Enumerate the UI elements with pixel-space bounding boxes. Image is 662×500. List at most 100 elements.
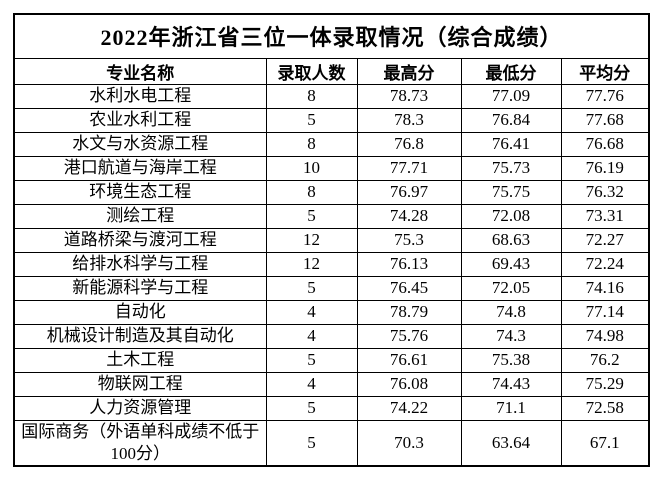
avg-cell: 77.68 xyxy=(560,107,650,133)
header-row: 专业名称 录取人数 最高分 最低分 平均分 xyxy=(13,57,650,85)
major-cell: 人力资源管理 xyxy=(13,395,267,421)
admitted-cell: 4 xyxy=(265,323,358,349)
major-cell: 农业水利工程 xyxy=(13,107,267,133)
admitted-cell: 8 xyxy=(265,83,358,109)
max-cell: 74.22 xyxy=(356,395,462,421)
table-row: 给排水科学与工程 12 76.13 69.43 72.24 xyxy=(13,251,650,277)
major-cell: 给排水科学与工程 xyxy=(13,251,267,277)
min-cell: 75.73 xyxy=(460,155,562,181)
min-cell: 72.08 xyxy=(460,203,562,229)
avg-cell: 72.58 xyxy=(560,395,650,421)
min-cell: 74.3 xyxy=(460,323,562,349)
major-cell: 测绘工程 xyxy=(13,203,267,229)
min-cell: 71.1 xyxy=(460,395,562,421)
column-header-admitted: 录取人数 xyxy=(265,57,358,85)
admission-results-table: 2022年浙江省三位一体录取情况（综合成绩） 专业名称 录取人数 最高分 最低分 平均分… xyxy=(13,13,651,467)
admitted-cell: 4 xyxy=(265,299,358,325)
table-row: 港口航道与海岸工程 10 77.71 75.73 76.19 xyxy=(13,155,650,181)
table-row: 物联网工程 4 76.08 74.43 75.29 xyxy=(13,371,650,397)
min-cell: 75.38 xyxy=(460,347,562,373)
avg-cell: 76.32 xyxy=(560,179,650,205)
table-row: 新能源科学与工程 5 76.45 72.05 74.16 xyxy=(13,275,650,301)
min-cell: 75.75 xyxy=(460,179,562,205)
min-cell: 63.64 xyxy=(460,419,562,467)
max-cell: 76.45 xyxy=(356,275,462,301)
avg-cell: 75.29 xyxy=(560,371,650,397)
admitted-cell: 12 xyxy=(265,227,358,253)
table-row: 农业水利工程 5 78.3 76.84 77.68 xyxy=(13,107,650,133)
min-cell: 68.63 xyxy=(460,227,562,253)
admission-table-container: 2022年浙江省三位一体录取情况（综合成绩） 专业名称 录取人数 最高分 最低分 平均分… xyxy=(13,13,651,467)
max-cell: 76.61 xyxy=(356,347,462,373)
min-cell: 74.8 xyxy=(460,299,562,325)
admitted-cell: 12 xyxy=(265,251,358,277)
min-cell: 76.41 xyxy=(460,131,562,157)
table-row: 土木工程 5 76.61 75.38 76.2 xyxy=(13,347,650,373)
table-row: 水利水电工程 8 78.73 77.09 77.76 xyxy=(13,83,650,109)
admitted-cell: 5 xyxy=(265,347,358,373)
min-cell: 76.84 xyxy=(460,107,562,133)
avg-cell: 73.31 xyxy=(560,203,650,229)
avg-cell: 74.98 xyxy=(560,323,650,349)
avg-cell: 76.2 xyxy=(560,347,650,373)
max-cell: 70.3 xyxy=(356,419,462,467)
max-cell: 76.13 xyxy=(356,251,462,277)
avg-cell: 74.16 xyxy=(560,275,650,301)
major-cell: 土木工程 xyxy=(13,347,267,373)
major-cell: 自动化 xyxy=(13,299,267,325)
max-cell: 74.28 xyxy=(356,203,462,229)
admitted-cell: 5 xyxy=(265,107,358,133)
max-cell: 76.8 xyxy=(356,131,462,157)
max-cell: 78.3 xyxy=(356,107,462,133)
min-cell: 72.05 xyxy=(460,275,562,301)
max-cell: 78.79 xyxy=(356,299,462,325)
table-row: 测绘工程 5 74.28 72.08 73.31 xyxy=(13,203,650,229)
max-cell: 75.76 xyxy=(356,323,462,349)
table-row: 自动化 4 78.79 74.8 77.14 xyxy=(13,299,650,325)
admitted-cell: 5 xyxy=(265,419,358,467)
major-cell: 道路桥梁与渡河工程 xyxy=(13,227,267,253)
avg-cell: 72.24 xyxy=(560,251,650,277)
admitted-cell: 8 xyxy=(265,179,358,205)
avg-cell: 77.76 xyxy=(560,83,650,109)
major-cell: 水文与水资源工程 xyxy=(13,131,267,157)
avg-cell: 76.19 xyxy=(560,155,650,181)
admitted-cell: 5 xyxy=(265,395,358,421)
min-cell: 74.43 xyxy=(460,371,562,397)
table-row: 水文与水资源工程 8 76.8 76.41 76.68 xyxy=(13,131,650,157)
title-row: 2022年浙江省三位一体录取情况（综合成绩） xyxy=(13,13,650,59)
admitted-cell: 8 xyxy=(265,131,358,157)
column-header-major: 专业名称 xyxy=(13,57,267,85)
page-title: 2022年浙江省三位一体录取情况（综合成绩） xyxy=(13,13,650,59)
column-header-min: 最低分 xyxy=(460,57,562,85)
table-row: 道路桥梁与渡河工程 12 75.3 68.63 72.27 xyxy=(13,227,650,253)
table-row: 环境生态工程 8 76.97 75.75 76.32 xyxy=(13,179,650,205)
max-cell: 75.3 xyxy=(356,227,462,253)
avg-cell: 76.68 xyxy=(560,131,650,157)
admitted-cell: 4 xyxy=(265,371,358,397)
avg-cell: 72.27 xyxy=(560,227,650,253)
min-cell: 69.43 xyxy=(460,251,562,277)
admitted-cell: 5 xyxy=(265,203,358,229)
major-cell: 港口航道与海岸工程 xyxy=(13,155,267,181)
table-row: 机械设计制造及其自动化 4 75.76 74.3 74.98 xyxy=(13,323,650,349)
max-cell: 76.08 xyxy=(356,371,462,397)
table-row: 人力资源管理 5 74.22 71.1 72.58 xyxy=(13,395,650,421)
max-cell: 78.73 xyxy=(356,83,462,109)
column-header-max: 最高分 xyxy=(356,57,462,85)
max-cell: 77.71 xyxy=(356,155,462,181)
min-cell: 77.09 xyxy=(460,83,562,109)
admitted-cell: 5 xyxy=(265,275,358,301)
admitted-cell: 10 xyxy=(265,155,358,181)
avg-cell: 77.14 xyxy=(560,299,650,325)
column-header-avg: 平均分 xyxy=(560,57,650,85)
table-row: 国际商务（外语单科成绩不低于100分） 5 70.3 63.64 67.1 xyxy=(13,419,650,467)
major-cell: 新能源科学与工程 xyxy=(13,275,267,301)
major-cell: 环境生态工程 xyxy=(13,179,267,205)
major-cell: 物联网工程 xyxy=(13,371,267,397)
max-cell: 76.97 xyxy=(356,179,462,205)
major-cell: 机械设计制造及其自动化 xyxy=(13,323,267,349)
major-cell: 国际商务（外语单科成绩不低于100分） xyxy=(13,419,267,467)
avg-cell: 67.1 xyxy=(560,419,650,467)
major-cell: 水利水电工程 xyxy=(13,83,267,109)
